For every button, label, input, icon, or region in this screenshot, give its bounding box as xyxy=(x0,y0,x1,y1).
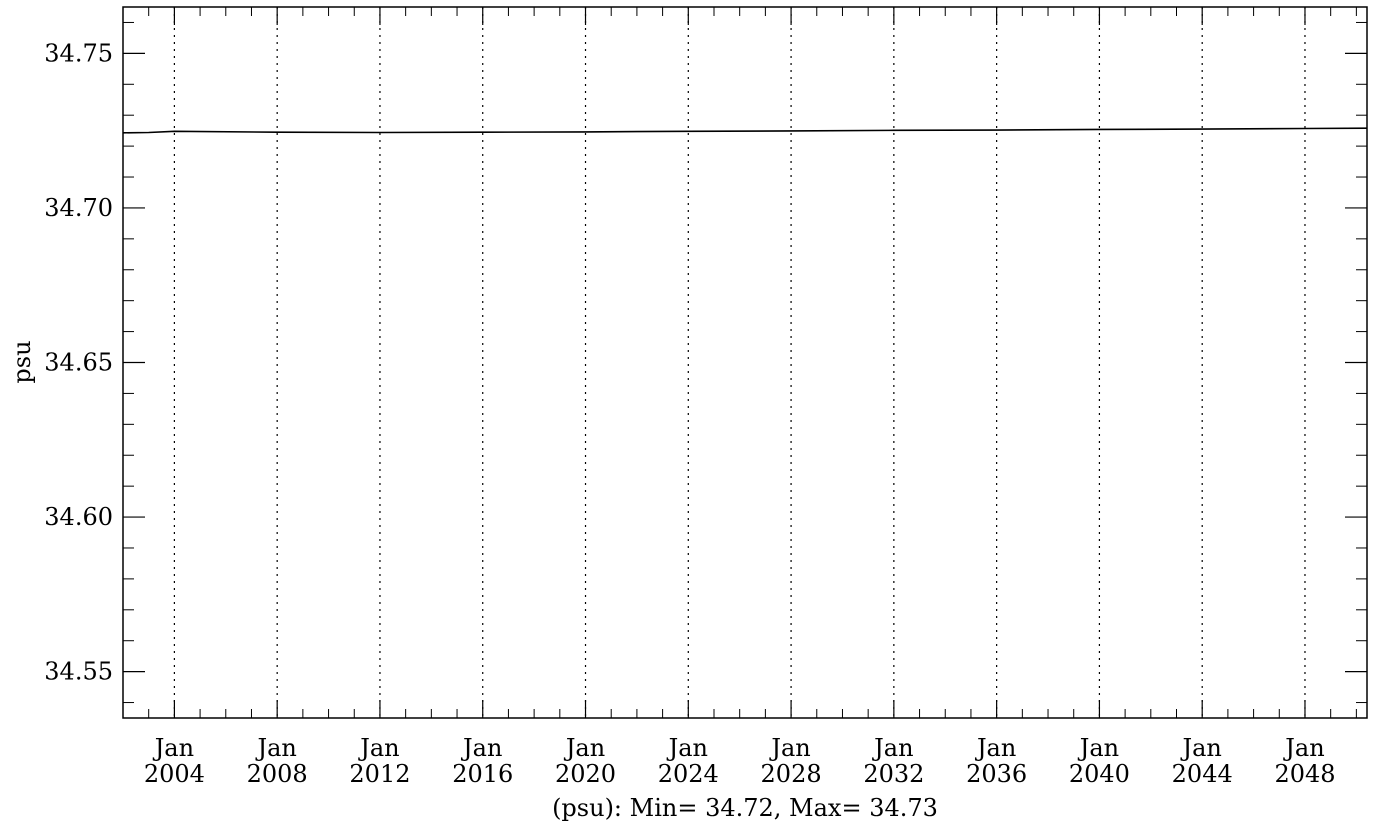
x-tick-month: Jan xyxy=(460,734,502,762)
x-tick-month: Jan xyxy=(1282,734,1324,762)
x-tick-year: 2024 xyxy=(658,760,719,788)
vertical-gridlines xyxy=(173,7,1306,718)
x-tick-month: Jan xyxy=(1180,734,1222,762)
y-tick-label: 34.55 xyxy=(44,658,113,686)
axis-ticks xyxy=(122,7,1367,718)
plot-frame xyxy=(122,6,1368,719)
x-tick-year: 2040 xyxy=(1069,760,1130,788)
x-tick-year: 2044 xyxy=(1172,760,1233,788)
y-tick-label: 34.70 xyxy=(44,194,113,222)
y-axis-label: psu xyxy=(8,340,36,383)
x-tick-year: 2008 xyxy=(247,760,308,788)
x-tick-month: Jan xyxy=(563,734,605,762)
series-line xyxy=(122,127,1368,134)
x-tick-year: 2004 xyxy=(144,760,205,788)
x-tick-month: Jan xyxy=(357,734,399,762)
x-tick-month: Jan xyxy=(152,734,194,762)
x-tick-labels: Jan2004Jan2008Jan2012Jan2016Jan2020Jan20… xyxy=(144,734,1336,788)
y-tick-label: 34.75 xyxy=(44,39,113,67)
y-tick-label: 34.65 xyxy=(44,349,113,377)
x-tick-month: Jan xyxy=(768,734,810,762)
x-axis-caption: (psu): Min= 34.72, Max= 34.73 xyxy=(552,794,938,822)
x-tick-year: 2036 xyxy=(966,760,1027,788)
x-tick-month: Jan xyxy=(871,734,913,762)
x-tick-month: Jan xyxy=(974,734,1016,762)
x-tick-year: 2028 xyxy=(761,760,822,788)
y-tick-labels: 34.55 34.60 34.65 34.70 34.75 xyxy=(44,39,113,685)
x-tick-year: 2016 xyxy=(452,760,513,788)
x-tick-year: 2032 xyxy=(863,760,924,788)
x-tick-year: 2012 xyxy=(349,760,410,788)
x-tick-year: 2020 xyxy=(555,760,616,788)
y-tick-label: 34.60 xyxy=(44,503,113,531)
x-tick-month: Jan xyxy=(1077,734,1119,762)
series-lines xyxy=(122,127,1368,134)
x-tick-month: Jan xyxy=(254,734,296,762)
x-tick-year: 2048 xyxy=(1274,760,1335,788)
x-tick-month: Jan xyxy=(666,734,708,762)
